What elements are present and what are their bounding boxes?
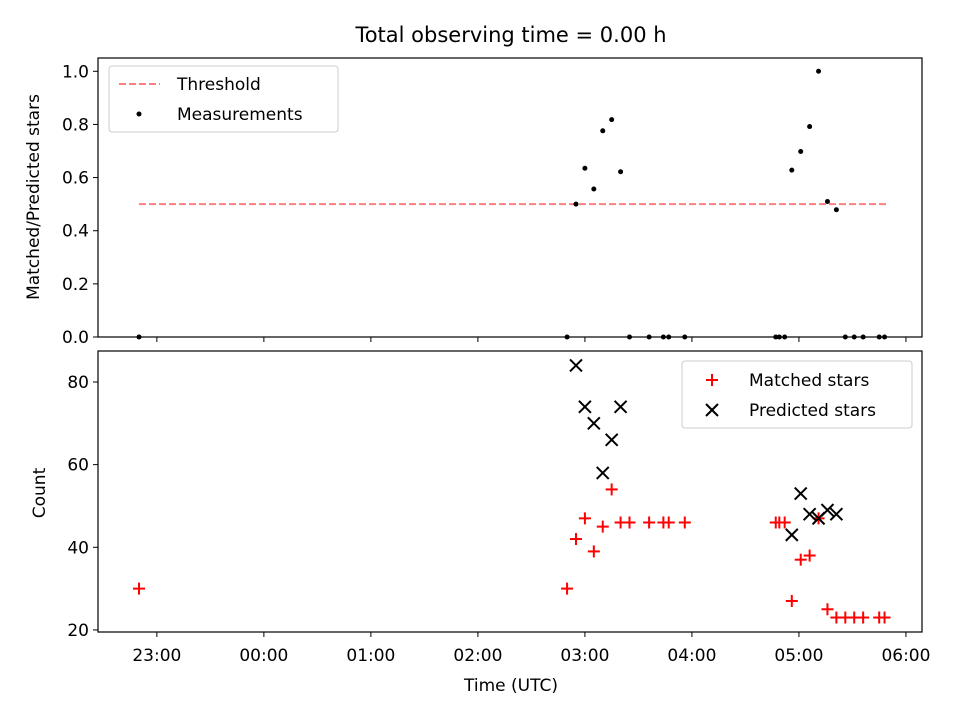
measurements-point (609, 117, 615, 123)
predicted-stars-point (829, 507, 844, 521)
top-axes: 0.0 0.2 0.4 0.6 0.8 1.0 (62, 57, 923, 348)
predicted-stars-point (596, 466, 610, 480)
bottom-y-tick-label: 40 (67, 538, 89, 558)
measurements-legend-label: Measurements (177, 105, 303, 125)
top-y-tick-label: 0.0 (62, 328, 89, 348)
matched-stars-point (596, 520, 609, 533)
top-legend-box (108, 65, 339, 133)
matched-stars-point (803, 549, 816, 562)
matched-stars-point (878, 611, 891, 624)
matched-stars-point (561, 582, 574, 595)
measurements-point (582, 165, 588, 171)
measurements-legend-swatch (136, 111, 142, 117)
predicted-legend-swatch (705, 403, 719, 417)
bottom-axes: 20 40 60 80 23:00 00:00 01:00 02:00 03:00 04:00 05… (67, 350, 930, 666)
measurements-point (573, 201, 579, 207)
x-tick-label: 23:00 (132, 646, 181, 666)
predicted-stars-point (802, 507, 817, 521)
measurements-point (816, 68, 822, 74)
matched-stars-point (821, 603, 834, 616)
matched-legend-swatch (706, 374, 718, 386)
matched-stars-point (133, 582, 146, 595)
x-tick-label: 01:00 (346, 646, 395, 666)
predicted-stars-point (820, 503, 835, 517)
measurements-point (807, 124, 813, 130)
matched-legend-label: Matched stars (749, 371, 869, 391)
matched-stars-point (857, 611, 870, 624)
bottom-y-tick-label: 20 (67, 621, 89, 641)
chart-title: Total observing time = 0.00 h (354, 23, 666, 47)
matched-stars-point (578, 512, 591, 525)
matched-stars-point (662, 516, 675, 529)
matched-stars-point (785, 595, 798, 608)
x-tick-label: 03:00 (560, 646, 609, 666)
predicted-legend-label: Predicted stars (749, 401, 876, 421)
bottom-y-axis-label: Count (30, 467, 50, 518)
measurements-point (618, 169, 624, 175)
matched-stars-point (605, 483, 618, 496)
predicted-stars-point (587, 416, 601, 431)
matched-stars-point (623, 516, 636, 529)
bottom-legend: Matched stars Predicted stars (681, 360, 913, 429)
x-axis-label: Time (UTC) (463, 676, 558, 696)
bottom-y-tick-label: 80 (67, 373, 89, 393)
top-legend: Threshold Measurements (108, 65, 339, 133)
predicted-stars-point (604, 433, 619, 447)
top-y-tick-label: 0.6 (62, 169, 89, 189)
top-y-tick-label: 0.8 (62, 115, 89, 135)
matched-stars-point (587, 545, 600, 558)
predicted-stars-point (613, 400, 628, 414)
top-plot-frame (97, 57, 923, 338)
x-tick-label: 02:00 (453, 646, 502, 666)
matched-stars-point (794, 553, 807, 566)
predicted-stars-point (578, 400, 592, 414)
bottom-plot-frame (97, 350, 923, 633)
matched-stars-point (569, 533, 582, 546)
bottom-legend-box (681, 360, 913, 429)
matched-stars-point (778, 516, 791, 529)
x-tick-label: 06:00 (881, 646, 930, 666)
predicted-stars-point (569, 358, 583, 373)
x-tick-label: 04:00 (667, 646, 716, 666)
top-y-tick-label: 0.4 (62, 222, 89, 242)
predicted-stars-point (794, 486, 808, 501)
measurements-point (591, 186, 597, 192)
matched-stars-point (643, 516, 656, 529)
measurements-point (833, 207, 839, 213)
measurements-point (600, 128, 606, 134)
measurements-point (789, 167, 795, 173)
top-y-tick-label: 1.0 (62, 62, 89, 82)
threshold-legend-label: Threshold (176, 75, 261, 95)
x-tick-label: 05:00 (774, 646, 823, 666)
top-y-tick-label: 0.2 (62, 275, 89, 295)
measurements-point (824, 198, 830, 204)
top-y-axis-label: Matched/Predicted stars (24, 94, 44, 300)
matched-stars-point (678, 516, 691, 529)
measurements-point (798, 149, 804, 155)
predicted-stars-point (785, 528, 799, 542)
bottom-y-tick-label: 60 (67, 456, 89, 476)
x-tick-label: 00:00 (239, 646, 288, 666)
